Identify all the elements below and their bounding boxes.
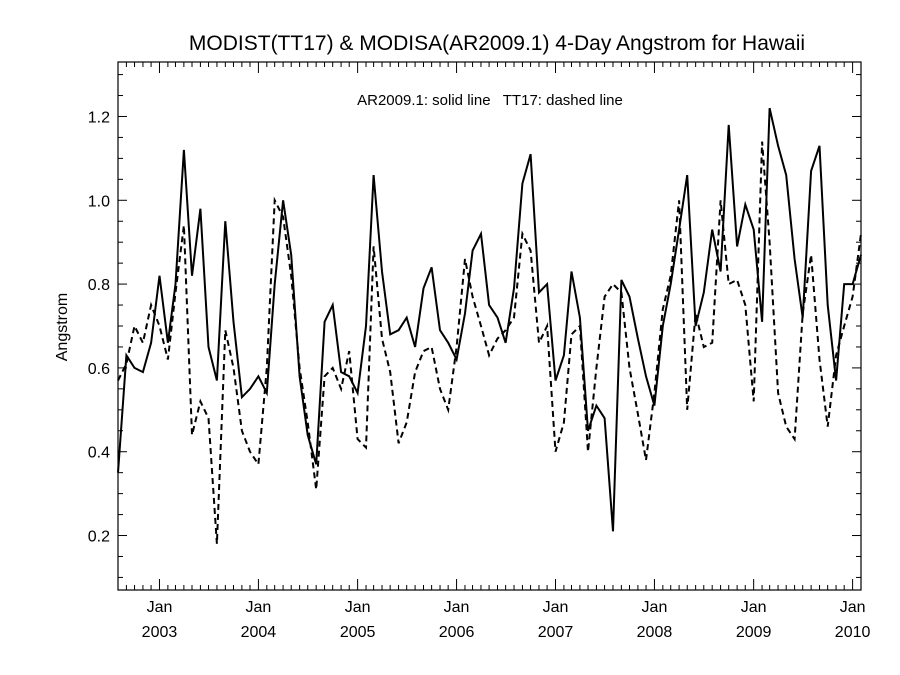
x-tick-year-label: 2005 (340, 624, 376, 641)
y-tick-label: 0.2 (88, 529, 110, 546)
x-tick-month-label: Jan (840, 599, 866, 616)
y-tick-label: 1.0 (88, 193, 110, 210)
y-tick-label: 0.8 (88, 277, 110, 294)
x-tick-month-label: Jan (741, 599, 767, 616)
x-tick-year-label: 2007 (538, 624, 574, 641)
plot-area: 0.2 0.4 0.6 0.8 1.0 1.2 Jan 2003 Jan 2004 Jan 2005 J… (88, 62, 871, 641)
x-tick-month-label: Jan (543, 599, 569, 616)
chart-title: MODIST(TT17) & MODISA(AR2009.1) 4-Day An… (189, 32, 805, 55)
line-style-annotation: AR2009.1: solid line TT17: dashed line (357, 92, 623, 109)
series-line-tt17 (117, 141, 862, 544)
y-tick-label: 0.4 (88, 445, 110, 462)
series-line-ar2009-1 (117, 107, 862, 532)
y-axis-label: Angstrom (54, 293, 71, 361)
x-tick-month-label: Jan (246, 599, 272, 616)
x-tick-year-label: 2009 (736, 624, 772, 641)
x-tick-year-label: 2004 (241, 624, 277, 641)
x-tick-year-label: 2003 (142, 624, 178, 641)
x-tick-year-label: 2010 (835, 624, 871, 641)
x-tick-month-label: Jan (444, 599, 470, 616)
x-tick-year-label: 2008 (637, 624, 673, 641)
plot-frame (117, 61, 862, 591)
x-tick-month-label: Jan (147, 599, 173, 616)
x-tick-month-label: Jan (642, 599, 668, 616)
x-tick-year-label: 2006 (439, 624, 475, 641)
y-tick-label: 1.2 (88, 109, 110, 126)
y-tick-label: 0.6 (88, 361, 110, 378)
x-tick-month-label: Jan (345, 599, 371, 616)
